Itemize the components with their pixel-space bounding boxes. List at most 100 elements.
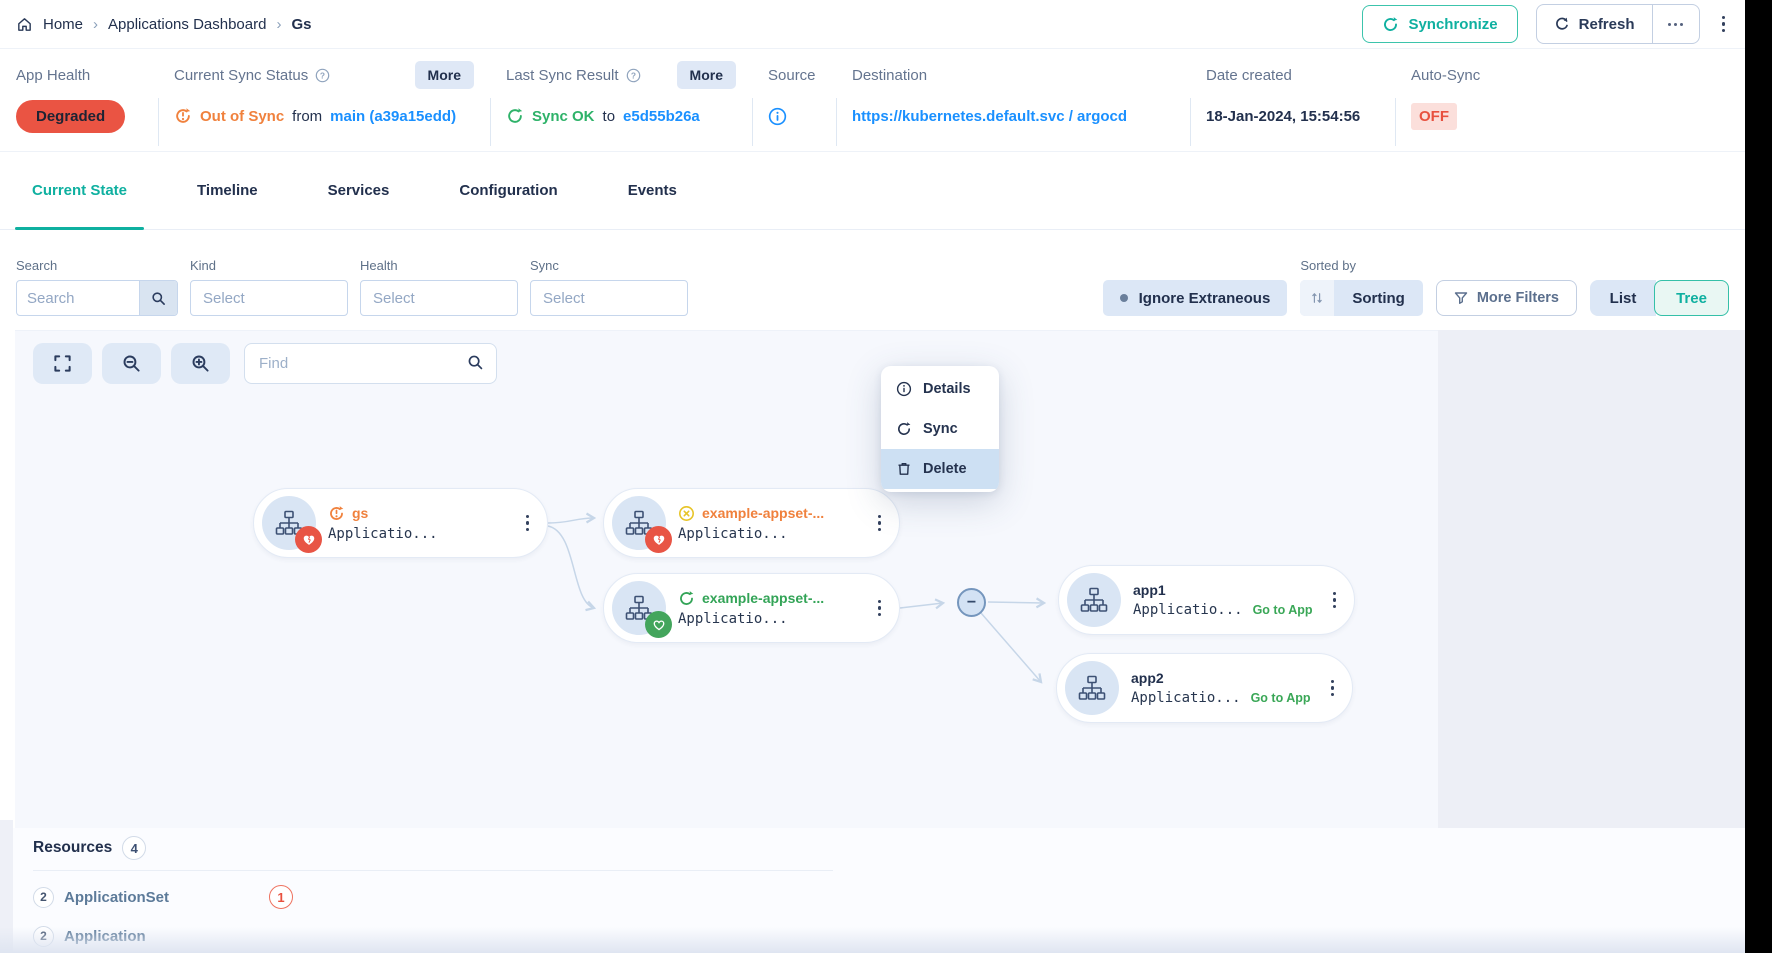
source-info-icon[interactable] (768, 107, 787, 126)
destination-link[interactable]: https://kubernetes.default.svc / argocd (852, 107, 1128, 125)
tab-events[interactable]: Events (627, 182, 677, 199)
left-edge-strip (0, 820, 13, 953)
view-toggle-tree[interactable]: Tree (1654, 280, 1729, 316)
find-field (244, 343, 497, 384)
context-menu-sync[interactable]: Sync (881, 409, 999, 449)
sync-icon (1382, 16, 1399, 33)
synchronize-label: Synchronize (1408, 15, 1498, 33)
tree-node-app2[interactable]: app2 Applicatio... Go to App (1056, 653, 1353, 723)
chevron-right-icon: › (93, 15, 99, 33)
date-created-value: 18-Jan-2024, 15:54:56 (1206, 107, 1361, 125)
synchronize-button[interactable]: Synchronize (1362, 5, 1518, 43)
node-kind: Applicatio... (678, 610, 788, 627)
app-health-label: App Health (16, 66, 91, 84)
home-icon (16, 16, 33, 33)
node-menu-kebab[interactable] (522, 511, 534, 536)
synced-icon (678, 590, 695, 607)
search-submit-button[interactable] (139, 281, 177, 315)
refresh-button[interactable]: Refresh (1537, 5, 1653, 43)
sync-select[interactable]: Select (530, 280, 688, 316)
more-filters-label: More Filters (1476, 290, 1559, 306)
help-icon: ? (626, 68, 641, 83)
destination-label: Destination (852, 66, 928, 84)
last-sync-to: to (602, 107, 616, 125)
health-healthy-badge (645, 611, 672, 638)
tab-timeline[interactable]: Timeline (197, 182, 258, 199)
ignore-extraneous-toggle[interactable]: Ignore Extraneous (1102, 280, 1288, 316)
tree-edges (547, 512, 1047, 684)
sorting-group: Sorted by Sorting (1300, 258, 1423, 316)
node-menu-kebab[interactable] (1327, 676, 1339, 701)
page-menu-kebab[interactable] (1718, 12, 1730, 37)
health-degraded-badge (295, 526, 322, 553)
filter-right-controls: Ignore Extraneous Sorted by Sorting More… (1102, 258, 1729, 316)
sort-icon (1300, 280, 1335, 316)
last-sync-revision-link[interactable]: e5d55b26a (623, 107, 700, 125)
find-input[interactable] (244, 343, 497, 384)
node-menu-kebab[interactable] (1329, 588, 1341, 613)
out-of-sync-icon (174, 107, 192, 125)
health-filter-group: Health Select (360, 258, 518, 316)
status-header: App Health Degraded Current Sync Status … (0, 49, 1745, 152)
resource-row-application[interactable]: 2 Application (33, 923, 1745, 949)
breadcrumb-home[interactable]: Home (43, 15, 84, 33)
context-menu-details[interactable]: Details (881, 369, 999, 409)
tabs-bar: Current State Timeline Services Configur… (0, 152, 1745, 230)
health-select[interactable]: Select (360, 280, 518, 316)
applicationset-avatar (262, 496, 322, 553)
source-label: Source (768, 66, 816, 84)
view-toggle-list[interactable]: List (1590, 280, 1656, 316)
sorting-dropdown[interactable]: Sorting (1300, 280, 1423, 316)
filter-bar: Search Kind Select Health Select Sync Se… (0, 230, 1745, 330)
hierarchy-icon (1080, 587, 1108, 612)
node-menu-kebab[interactable] (874, 511, 886, 536)
tree-node-example-appset-degraded[interactable]: example-appset-... Applicatio... (603, 488, 900, 558)
refresh-options-button[interactable] (1653, 5, 1699, 43)
sync-status-more-button[interactable]: More (414, 61, 474, 89)
collapse-children-button[interactable]: − (957, 588, 986, 617)
last-sync-value: Sync OK (532, 107, 595, 125)
broken-heart-icon (303, 535, 314, 545)
go-to-app-link[interactable]: Go to App (1250, 691, 1311, 705)
view-toggle: List Tree (1590, 280, 1729, 316)
tab-current-state[interactable]: Current State (15, 152, 145, 230)
find-search-icon (467, 354, 484, 371)
node-kind: Applicatio... (328, 525, 438, 542)
kind-filter-group: Kind Select (190, 258, 348, 316)
zoom-out-button[interactable] (102, 343, 161, 384)
context-menu-delete[interactable]: Delete (881, 449, 999, 489)
date-created-label: Date created (1206, 66, 1292, 84)
tree-node-example-appset-healthy[interactable]: example-appset-... Applicatio... (603, 573, 900, 643)
screen-edge-strip (1745, 0, 1772, 953)
node-name: app1 (1133, 582, 1166, 598)
health-degraded-badge (645, 526, 672, 553)
resource-label: ApplicationSet (64, 888, 170, 906)
synced-icon (506, 107, 524, 125)
node-name: app2 (1131, 670, 1164, 686)
more-filters-button[interactable]: More Filters (1435, 280, 1577, 316)
zoom-in-button[interactable] (171, 343, 230, 384)
last-sync-result-label: Last Sync Result (506, 66, 619, 84)
tree-node-gs[interactable]: gs Applicatio... (253, 488, 548, 558)
breadcrumb-current: Gs (291, 15, 312, 33)
sync-revision-link[interactable]: main (a39a15edd) (330, 107, 457, 125)
tab-services[interactable]: Services (327, 182, 390, 199)
chevron-right-icon: › (276, 15, 282, 33)
kind-select[interactable]: Select (190, 280, 348, 316)
resource-alert-badge: 1 (269, 885, 294, 909)
search-input[interactable] (17, 281, 139, 315)
application-avatar (1067, 573, 1121, 627)
svg-text:?: ? (320, 70, 325, 80)
go-to-app-link[interactable]: Go to App (1252, 603, 1313, 617)
tree-node-app1[interactable]: app1 Applicatio... Go to App (1058, 565, 1355, 635)
resource-row-applicationset[interactable]: 2 ApplicationSet 1 (33, 884, 1745, 910)
tab-configuration[interactable]: Configuration (459, 182, 558, 199)
last-sync-more-button[interactable]: More (676, 61, 736, 89)
sorting-label: Sorting (1352, 289, 1405, 307)
node-name: example-appset-... (702, 590, 825, 606)
fullscreen-button[interactable] (33, 343, 92, 384)
app-health-column: App Health Degraded (16, 62, 158, 151)
breadcrumb-applications-dashboard[interactable]: Applications Dashboard (108, 15, 267, 33)
date-created-column: Date created 18-Jan-2024, 15:54:56 (1190, 62, 1395, 151)
node-menu-kebab[interactable] (874, 596, 886, 621)
